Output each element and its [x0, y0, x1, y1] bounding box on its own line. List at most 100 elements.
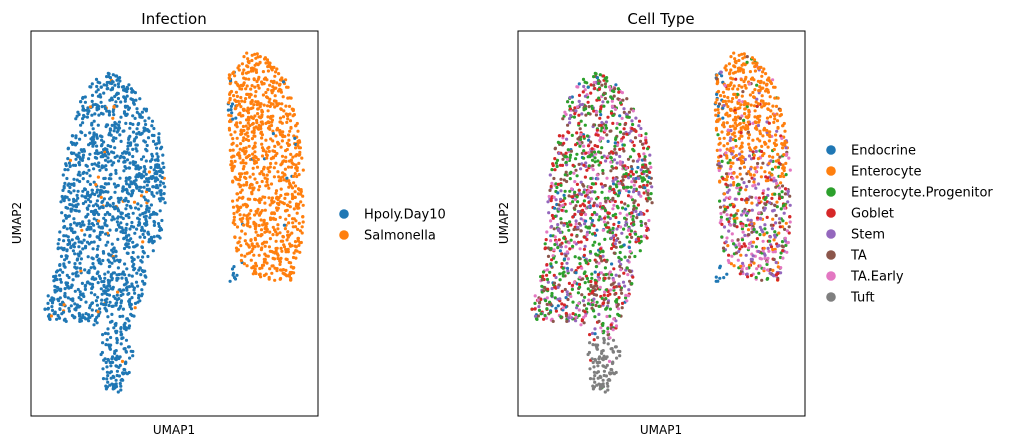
hpoly-point [107, 293, 112, 297]
hpoly-point [271, 132, 275, 136]
enterocyte-progenitor-point [780, 240, 785, 244]
stem-point [554, 198, 558, 202]
enterocyte-progenitor-point [778, 255, 783, 260]
salmonella-point [291, 255, 296, 260]
tuft-point [591, 360, 595, 365]
enterocyte-progenitor-point [559, 217, 563, 221]
goblet-point [729, 213, 733, 217]
salmonella-point [259, 130, 263, 134]
hpoly-point [76, 173, 80, 177]
hpoly-point [58, 263, 62, 267]
hpoly-point [281, 80, 286, 84]
salmonella-point [235, 198, 239, 202]
ta-early-point [583, 314, 588, 318]
ta-point [788, 194, 792, 198]
hpoly-point [106, 288, 110, 292]
ta-point [561, 157, 565, 161]
enterocyte-point [729, 262, 734, 266]
hpoly-point [95, 271, 99, 276]
hpoly-point [70, 203, 74, 207]
salmonella-point [258, 184, 262, 189]
ta-point [621, 98, 625, 102]
enterocyte-progenitor-point [574, 157, 578, 161]
infection-legend-marker [339, 230, 349, 240]
ta-point [604, 199, 608, 203]
hpoly-point [134, 178, 138, 182]
salmonella-point [241, 195, 245, 199]
salmonella-point [253, 150, 257, 154]
stem-point [770, 227, 775, 231]
salmonella-point [242, 55, 246, 59]
enterocyte-point [765, 116, 770, 120]
salmonella-point [238, 121, 242, 125]
hpoly-point [114, 185, 118, 189]
enterocyte-progenitor-point [625, 185, 629, 189]
hpoly-point [92, 240, 96, 244]
hpoly-point [121, 186, 125, 190]
salmonella-point [245, 264, 249, 268]
enterocyte-progenitor-point [617, 313, 621, 318]
enterocyte-point [753, 120, 758, 124]
enterocyte-progenitor-point [600, 146, 604, 150]
ta-early-point [730, 239, 734, 243]
hpoly-point [149, 165, 153, 170]
salmonella-point [264, 138, 268, 142]
stem-point [786, 189, 790, 194]
enterocyte-progenitor-point [558, 272, 562, 276]
enterocyte-progenitor-point [599, 129, 603, 133]
enterocyte-point [774, 138, 778, 142]
stem-point [604, 120, 609, 124]
salmonella-point [243, 239, 247, 243]
hpoly-point [58, 230, 62, 234]
enterocyte-point [744, 188, 748, 192]
hpoly-point [152, 194, 156, 198]
salmonella-point [228, 77, 232, 81]
goblet-point [612, 222, 616, 226]
salmonella-point [276, 223, 280, 227]
hpoly-point [95, 199, 99, 203]
infection-ylabel: UMAP2 [10, 202, 24, 244]
salmonella-point [266, 69, 270, 73]
goblet-point [592, 224, 596, 228]
salmonella-point [271, 129, 275, 133]
hpoly-point [91, 127, 95, 131]
hpoly-point [78, 261, 82, 265]
hpoly-point [123, 361, 128, 366]
hpoly-point [101, 333, 105, 337]
ta-early-point [639, 194, 643, 198]
goblet-point [595, 98, 599, 102]
hpoly-point [90, 113, 94, 117]
enterocyte-point [767, 76, 771, 80]
salmonella-point [255, 181, 259, 185]
hpoly-point [158, 236, 162, 240]
salmonella-point [237, 182, 241, 186]
hpoly-point [109, 335, 113, 340]
celltype-legend-marker [826, 208, 836, 218]
stem-point [758, 225, 762, 229]
stem-point [574, 109, 578, 113]
enterocyte-progenitor-point [576, 291, 581, 295]
endocrine-point [627, 190, 631, 194]
endocrine-point [622, 243, 626, 247]
enterocyte-progenitor-point [585, 307, 589, 311]
hpoly-point [121, 378, 125, 382]
ta-point [715, 77, 719, 81]
hpoly-point [74, 117, 78, 121]
hpoly-point [113, 155, 117, 159]
hpoly-point [133, 291, 137, 295]
enterocyte-point [745, 200, 749, 205]
hpoly-point [68, 185, 72, 190]
stem-point [550, 224, 554, 229]
ta-early-point [594, 110, 599, 114]
goblet-point [644, 141, 648, 145]
goblet-point [546, 287, 550, 291]
hpoly-point [95, 84, 99, 89]
enterocyte-point [717, 111, 721, 115]
hpoly-point [131, 264, 135, 268]
enterocyte-progenitor-point [590, 153, 594, 157]
salmonella-point [297, 146, 301, 150]
enterocyte-point [767, 139, 772, 143]
ta-early-point [748, 82, 752, 86]
goblet-point [783, 187, 788, 191]
hpoly-point [128, 356, 132, 360]
